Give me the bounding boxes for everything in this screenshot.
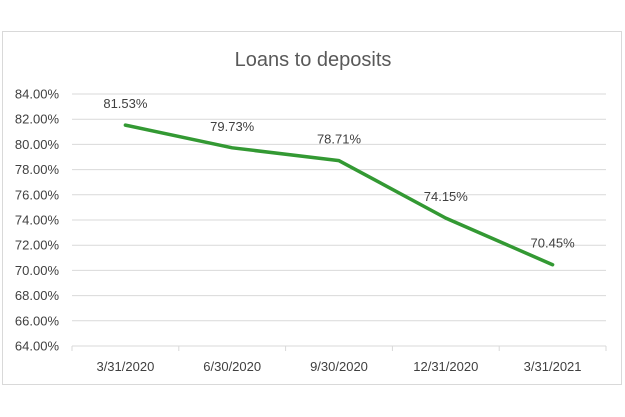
y-axis: 84.00% 82.00% 80.00% 78.00% 76.00% 74.00% 72.0… bbox=[15, 87, 60, 354]
x-tick-label: 3/31/2021 bbox=[524, 359, 582, 374]
y-tick-label: 68.00% bbox=[15, 288, 60, 303]
y-tick-label: 82.00% bbox=[15, 112, 60, 127]
y-tick-label: 64.00% bbox=[15, 339, 60, 354]
y-tick-label: 80.00% bbox=[15, 137, 60, 152]
x-tick-label: 6/30/2020 bbox=[203, 359, 261, 374]
y-tick-label: 78.00% bbox=[15, 162, 60, 177]
chart-frame bbox=[2, 31, 622, 385]
y-tick-label: 84.00% bbox=[15, 87, 60, 102]
series-group bbox=[123, 123, 555, 267]
y-tick-label: 76.00% bbox=[15, 187, 60, 202]
gridlines bbox=[72, 93, 606, 347]
data-labels: 81.53% 79.73% 78.71% 74.15% 70.45% bbox=[103, 96, 575, 251]
data-label: 74.15% bbox=[424, 189, 469, 204]
y-tick-label: 66.00% bbox=[15, 313, 60, 328]
y-tick-label: 74.00% bbox=[15, 213, 60, 228]
data-label: 81.53% bbox=[103, 96, 148, 111]
y-tick-label: 70.00% bbox=[15, 263, 60, 278]
data-label: 70.45% bbox=[531, 236, 576, 251]
x-tick-label: 9/30/2020 bbox=[310, 359, 368, 374]
x-tick-label: 12/31/2020 bbox=[413, 359, 478, 374]
data-label: 78.71% bbox=[317, 132, 362, 147]
data-label: 79.73% bbox=[210, 119, 255, 134]
y-tick-label: 72.00% bbox=[15, 238, 60, 253]
chart-title: Loans to deposits bbox=[235, 49, 392, 71]
x-tick-label: 3/31/2020 bbox=[96, 359, 154, 374]
x-axis: 3/31/2020 6/30/2020 9/30/2020 12/31/2020 3/3… bbox=[71, 346, 607, 374]
